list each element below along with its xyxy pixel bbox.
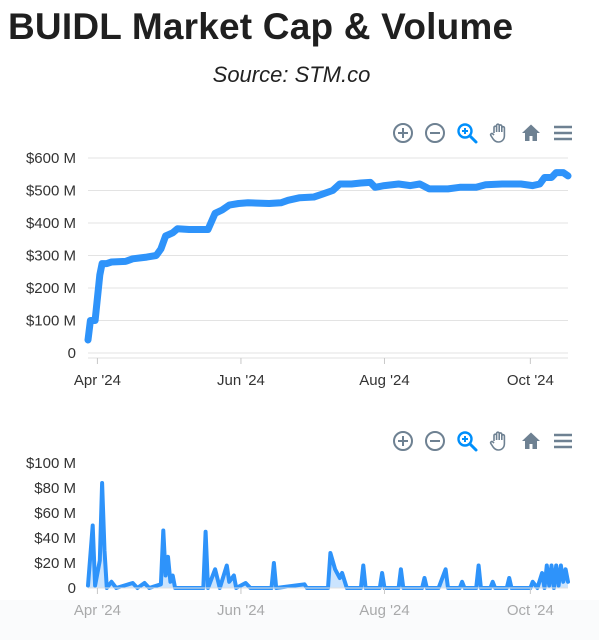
series-line <box>84 169 572 344</box>
x-tick-label: Aug '24 <box>359 602 409 619</box>
pan-hand-icon[interactable] <box>486 120 512 146</box>
zoom-select-icon[interactable] <box>454 428 480 454</box>
market-cap-chart[interactable]: 0 $100 M $200 M $300 M $400 M $500 M $600 M Apr… <box>0 110 599 410</box>
home-reset-icon[interactable] <box>518 120 544 146</box>
market-cap-plot: 0 $100 M $200 M $300 M $400 M $500 M $600 M Apr… <box>26 150 572 389</box>
y-tick-label: 0 <box>68 345 76 362</box>
x-tick-label: Oct '24 <box>507 372 554 389</box>
zoom-out-icon[interactable] <box>422 428 448 454</box>
y-tick-label: $60 M <box>34 505 76 522</box>
y-tick-label: $100 M <box>26 313 76 330</box>
pan-hand-icon[interactable] <box>486 428 512 454</box>
y-tick-label: $300 M <box>26 248 76 265</box>
zoom-in-icon[interactable] <box>390 120 416 146</box>
chart-toolbar <box>390 120 576 146</box>
y-tick-label: $100 M <box>26 455 76 472</box>
zoom-out-icon[interactable] <box>422 120 448 146</box>
series-line <box>86 481 570 590</box>
x-tick-label: Jun '24 <box>217 372 265 389</box>
y-tick-label: $600 M <box>26 150 76 167</box>
volume-chart[interactable]: 0 $20 M $40 M $60 M $80 M $100 M Apr '24 Jun '2… <box>0 420 599 640</box>
zoom-select-icon[interactable] <box>454 120 480 146</box>
page-subtitle: Source: STM.co <box>212 62 371 87</box>
menu-icon[interactable] <box>550 120 576 146</box>
x-tick-label: Apr '24 <box>74 602 121 619</box>
x-tick-label: Oct '24 <box>507 602 554 619</box>
y-tick-label: 0 <box>68 580 76 597</box>
page-title: BUIDL Market Cap & Volume <box>8 6 514 47</box>
x-tick-label: Aug '24 <box>359 372 409 389</box>
home-reset-icon[interactable] <box>518 428 544 454</box>
x-tick-label: Jun '24 <box>217 602 265 619</box>
x-tick-label: Apr '24 <box>74 372 121 389</box>
y-tick-label: $200 M <box>26 280 76 297</box>
y-tick-label: $20 M <box>34 555 76 572</box>
chart-toolbar <box>390 428 576 454</box>
y-tick-label: $40 M <box>34 530 76 547</box>
y-tick-label: $500 M <box>26 183 76 200</box>
y-tick-label: $80 M <box>34 480 76 497</box>
menu-icon[interactable] <box>550 428 576 454</box>
zoom-in-icon[interactable] <box>390 428 416 454</box>
y-tick-label: $400 M <box>26 215 76 232</box>
